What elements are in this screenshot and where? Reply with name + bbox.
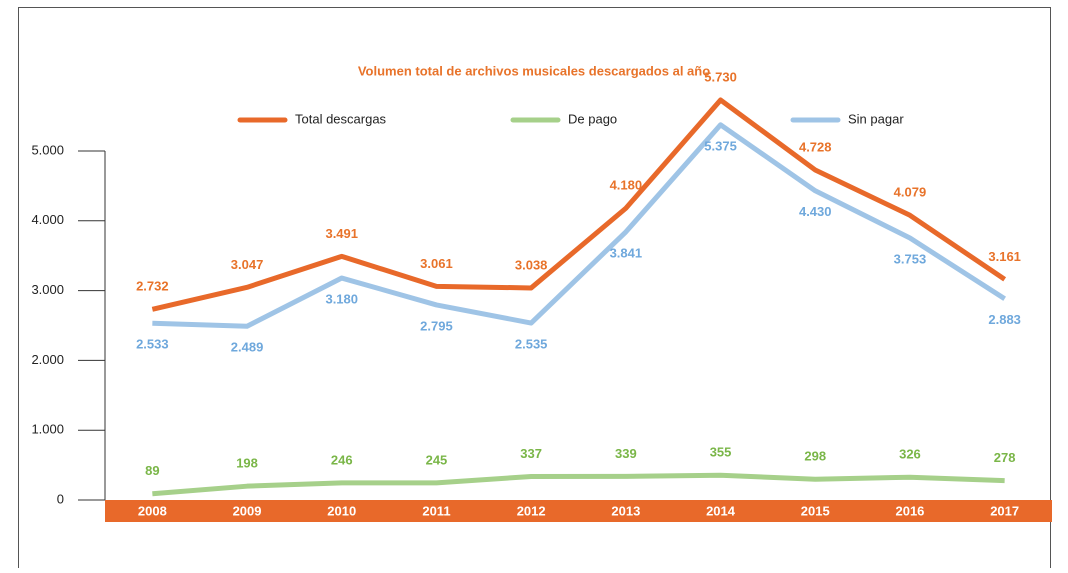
data-label: 4.079 <box>894 185 927 200</box>
x-tick-label: 2014 <box>706 503 736 518</box>
data-label: 339 <box>615 446 637 461</box>
y-tick-label: 4.000 <box>31 212 64 227</box>
x-tick-label: 2017 <box>990 503 1019 518</box>
y-tick-label: 3.000 <box>31 282 64 297</box>
y-tick-label: 0 <box>57 491 64 506</box>
x-tick-label: 2016 <box>895 503 924 518</box>
y-tick-label: 2.000 <box>31 352 64 367</box>
x-tick-label: 2008 <box>138 503 167 518</box>
x-tick-label: 2011 <box>422 503 450 518</box>
data-label: 2.489 <box>231 340 264 355</box>
data-label: 3.047 <box>231 257 264 272</box>
x-tick-label: 2015 <box>801 503 830 518</box>
data-label: 355 <box>710 445 732 460</box>
category-band <box>105 500 1052 522</box>
data-label: 3.841 <box>610 245 643 260</box>
y-tick-label: 5.000 <box>31 142 64 157</box>
x-tick-label: 2010 <box>327 503 356 518</box>
data-label: 4.430 <box>799 204 832 219</box>
data-label: 4.180 <box>610 178 643 193</box>
series-line <box>152 472 1005 497</box>
legend-label: De pago <box>568 111 617 126</box>
data-label: 298 <box>804 449 826 464</box>
data-label: 245 <box>426 452 448 467</box>
data-label: 3.180 <box>325 291 358 306</box>
series-line <box>151 97 1007 312</box>
data-label: 3.161 <box>988 249 1021 264</box>
data-label: 326 <box>899 447 921 462</box>
data-label: 3.038 <box>515 257 548 272</box>
data-label: 3.753 <box>894 251 927 266</box>
x-tick-label: 2012 <box>517 503 546 518</box>
data-label: 2.795 <box>420 318 453 333</box>
frame <box>18 7 1051 573</box>
data-label: 2.883 <box>988 312 1021 327</box>
data-label: 89 <box>145 463 159 478</box>
data-label: 246 <box>331 452 353 467</box>
data-label: 5.730 <box>704 69 737 84</box>
data-label: 3.491 <box>325 226 358 241</box>
x-tick-label: 2013 <box>611 503 640 518</box>
data-label: 337 <box>520 446 542 461</box>
series-line <box>152 122 1006 329</box>
legend-label: Sin pagar <box>848 111 904 126</box>
x-tick-label: 2009 <box>233 503 262 518</box>
data-label: 2.535 <box>515 336 548 351</box>
data-label: 4.728 <box>799 139 832 154</box>
data-label: 278 <box>994 450 1016 465</box>
y-tick-label: 1.000 <box>31 422 64 437</box>
data-label: 198 <box>236 456 258 471</box>
data-label: 3.061 <box>420 256 453 271</box>
data-label: 2.732 <box>136 279 169 294</box>
data-label: 5.375 <box>704 138 737 153</box>
data-label: 2.533 <box>136 337 169 352</box>
chart-title: Volumen total de archivos musicales desc… <box>358 63 710 78</box>
legend-label: Total descargas <box>295 111 387 126</box>
